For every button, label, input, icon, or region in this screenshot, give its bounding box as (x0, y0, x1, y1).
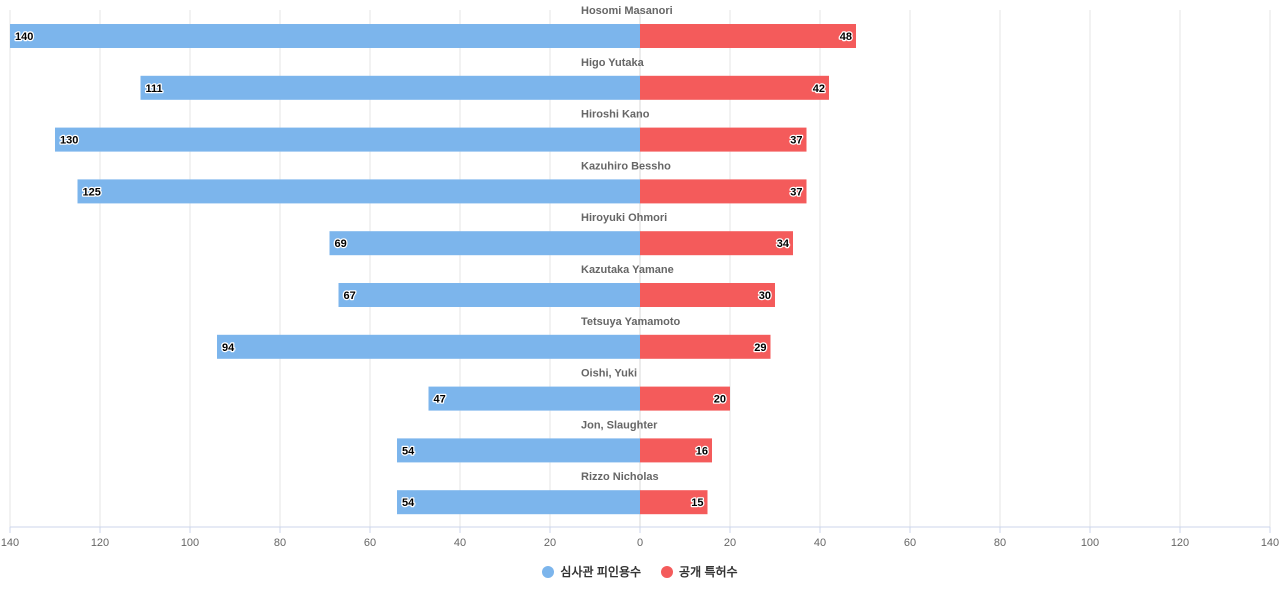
bar-right-series[interactable] (640, 490, 708, 515)
bar-left-series[interactable] (10, 24, 640, 48)
tick-label: 140 (1261, 537, 1279, 549)
legend-label-right: 공개 특허수 (679, 565, 738, 579)
tick-label: 40 (814, 537, 826, 549)
data-label-left: 125 (83, 186, 101, 198)
data-label-right: 20 (714, 394, 726, 406)
data-label-left: 54 (402, 497, 415, 509)
data-label-right: 37 (790, 186, 802, 198)
data-label-left: 67 (344, 290, 356, 302)
legend-dot-left (542, 565, 555, 578)
data-label-left: 54 (402, 445, 415, 457)
category-label: Kazutaka Yamane (581, 264, 674, 276)
bar-right-series[interactable] (640, 127, 807, 152)
data-label-right: 34 (777, 238, 790, 250)
data-label-right: 16 (696, 445, 708, 457)
data-label-left: 69 (335, 238, 347, 250)
bar-left-series[interactable] (338, 283, 641, 307)
tick-label: 60 (904, 537, 916, 549)
data-label-right: 48 (840, 31, 852, 43)
data-label-left: 111 (146, 83, 163, 95)
bar-right-series[interactable] (640, 386, 730, 411)
data-label-right: 15 (691, 497, 703, 509)
category-label: Oishi, Yuki (581, 368, 637, 380)
bar-right-series[interactable] (640, 231, 793, 256)
legend: 심사관 피인용수 공개 특허수 (0, 563, 1280, 580)
labels: Hosomi Masanori 140 48 Higo Yutaka 111 42 Hiro… (14, 5, 854, 510)
category-label: Kazuhiro Bessho (581, 160, 671, 172)
category-label: Higo Yutaka (581, 57, 645, 69)
bar-left-series[interactable] (140, 75, 641, 100)
tick-label: 120 (1171, 537, 1189, 549)
data-label-right: 29 (754, 342, 766, 354)
bar-left-series[interactable] (217, 334, 640, 359)
tick-label: 80 (274, 537, 286, 549)
legend-item-right-series[interactable]: 공개 특허수 (661, 563, 738, 580)
tick-label: 80 (994, 537, 1006, 549)
bar-right-series[interactable] (640, 438, 712, 463)
tick-label: 60 (364, 537, 376, 549)
category-label: Hosomi Masanori (581, 5, 673, 17)
bar-left-series[interactable] (77, 179, 641, 204)
tick-label: 100 (1081, 537, 1099, 549)
tick-label: 40 (454, 537, 466, 549)
category-label: Jon, Slaughter (581, 419, 658, 431)
bar-right-series[interactable] (640, 179, 807, 204)
data-label-left: 140 (15, 31, 33, 43)
category-label: Hiroyuki Ohmori (581, 212, 667, 224)
data-label-left: 130 (60, 135, 78, 147)
bar-right-series[interactable] (640, 283, 775, 307)
x-axis: 140 120 100 80 60 40 20 0 20 40 60 80 100 120 140 (1, 526, 1279, 549)
bar-left-series[interactable] (397, 438, 640, 463)
tick-label: 120 (91, 537, 109, 549)
data-label-left: 47 (434, 394, 446, 406)
legend-dot-right (661, 565, 674, 578)
tick-label: 20 (724, 537, 736, 549)
legend-item-left-series[interactable]: 심사관 피인용수 (542, 563, 641, 580)
data-label-right: 42 (813, 83, 825, 95)
bar-left-series[interactable] (55, 127, 640, 152)
category-label: Hiroshi Kano (581, 109, 650, 121)
diverging-bar-chart: Hosomi Masanori 140 48 Higo Yutaka 111 42 Hiro… (1, 5, 1279, 549)
bar-right-series[interactable] (640, 24, 856, 48)
bar-right-series[interactable] (640, 75, 829, 100)
tick-label: 0 (637, 537, 643, 549)
tick-label: 20 (544, 537, 556, 549)
bar-left-series[interactable] (397, 490, 640, 515)
data-label-left: 94 (222, 342, 235, 354)
category-label: Rizzo Nicholas (581, 471, 659, 483)
bar-left-series[interactable] (329, 231, 641, 256)
tick-label: 100 (181, 537, 199, 549)
data-label-right: 37 (790, 135, 802, 147)
bar-left-series[interactable] (428, 386, 641, 411)
bar-right-series[interactable] (640, 334, 771, 359)
tick-label: 140 (1, 537, 19, 549)
data-label-right: 30 (759, 290, 771, 302)
legend-label-left: 심사관 피인용수 (560, 565, 642, 579)
category-label: Tetsuya Yamamoto (581, 316, 681, 328)
bars (10, 24, 856, 515)
